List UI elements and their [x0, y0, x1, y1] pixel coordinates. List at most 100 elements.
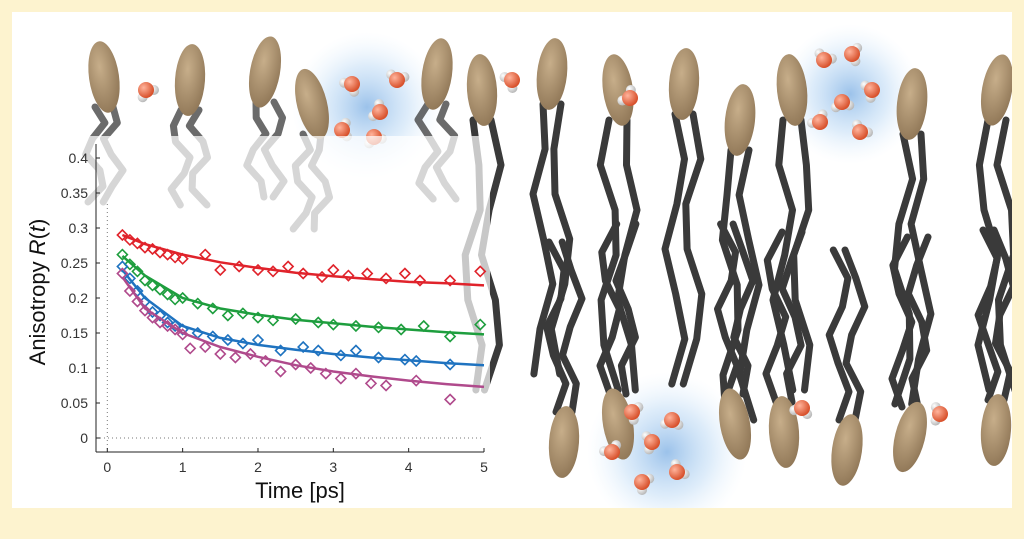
data-point-diamond: [281, 260, 295, 273]
data-point-diamond: [349, 319, 363, 333]
lipid-tail: [661, 110, 689, 388]
water-molecule: [659, 412, 684, 430]
water-molecule: [930, 402, 948, 426]
data-point-diamond: [244, 347, 257, 361]
data-point-diamond: [214, 347, 227, 361]
data-point-diamond: [153, 309, 167, 322]
water-molecule: [499, 72, 520, 93]
data-point-diamond: [191, 297, 204, 310]
data-point-diamond: [176, 252, 189, 265]
data-point-diamond: [443, 393, 457, 406]
water-molecule: [852, 119, 873, 140]
data-point-diamond: [229, 351, 242, 364]
data-point-diamond: [312, 344, 325, 357]
lipid-tail: [558, 238, 586, 416]
water-molecule: [789, 400, 813, 420]
lipid-headgroup: [548, 406, 580, 478]
data-point-diamond: [138, 304, 152, 317]
oxygen-atom: [644, 434, 660, 450]
lipid-tail: [769, 116, 797, 394]
oxygen-atom: [664, 412, 680, 428]
x-tick-label: 5: [480, 459, 488, 475]
lipid-tail: [974, 226, 1002, 404]
lipid-headgroup: [601, 388, 635, 460]
data-point-diamond: [315, 270, 329, 284]
lipid-tail: [547, 100, 574, 378]
data-point-diamond: [349, 344, 363, 357]
lipid-tail: [596, 116, 622, 394]
data-point-diamond: [176, 328, 189, 341]
data-point-diamond: [206, 330, 219, 343]
x-tick-label: 1: [179, 459, 187, 475]
water-glow: [780, 24, 920, 164]
oxygen-atom: [794, 400, 810, 416]
data-point-diamond: [131, 237, 144, 250]
data-point-diamond: [131, 295, 144, 308]
data-point-diamond: [116, 260, 129, 273]
data-point-diamond: [364, 377, 378, 390]
data-point-diamond: [176, 291, 189, 305]
lipid-headgroup: [602, 54, 634, 126]
data-point-diamond: [297, 340, 310, 354]
fit-curve: [121, 255, 485, 336]
y-tick-label: 0.15: [61, 325, 88, 341]
lipid-tail: [904, 233, 932, 411]
data-point-diamond: [349, 367, 363, 380]
data-point-diamond: [199, 248, 212, 261]
lipid-headgroup-layer: [88, 36, 1012, 486]
oxygen-atom: [372, 104, 388, 120]
data-point-diamond: [319, 367, 332, 380]
data-point-diamond: [146, 311, 159, 324]
water-molecule: [137, 82, 159, 103]
data-point-diamond: [116, 248, 129, 261]
data-point-diamond: [138, 274, 152, 287]
oxygen-atom: [604, 444, 620, 460]
oxygen-atom: [844, 46, 860, 62]
y-tick-label: 0: [80, 430, 88, 446]
data-point-diamond: [289, 358, 302, 371]
water-molecule-layer: [137, 42, 948, 495]
data-point-diamond: [123, 233, 137, 247]
data-point-diamond: [398, 353, 412, 366]
lipid-tail: [718, 146, 742, 424]
water-molecule: [807, 109, 828, 130]
lipid-tail: [825, 246, 853, 424]
data-point-diamond: [379, 379, 393, 392]
data-point-diamond: [161, 248, 174, 261]
data-series: [116, 248, 487, 343]
lipid-tail: [714, 220, 741, 398]
data-point-diamond: [168, 251, 182, 264]
data-point-diamond: [131, 265, 144, 278]
data-point-diamond: [327, 318, 340, 331]
data-point-diamond: [146, 242, 159, 256]
lipid-headgroup: [718, 388, 752, 460]
data-point-diamond: [184, 342, 197, 355]
data-point-diamond: [214, 263, 227, 277]
lipid-tail: [762, 228, 790, 406]
data-point-diamond: [236, 337, 250, 350]
water-molecule: [624, 402, 644, 425]
oxygen-atom: [504, 72, 520, 88]
data-point-diamond: [334, 349, 347, 362]
data-point-diamond: [413, 274, 427, 287]
water-molecule: [386, 69, 410, 88]
data-point-diamond: [394, 323, 408, 336]
oxygen-atom: [932, 406, 948, 422]
lipid-headgroup: [724, 84, 756, 156]
lipid-headgroup: [980, 54, 1012, 126]
data-series: [116, 267, 485, 406]
lipid-tail: [529, 100, 557, 378]
oxygen-atom: [334, 122, 350, 138]
data-point-diamond: [146, 279, 159, 292]
data-point-diamond: [327, 263, 340, 277]
data-point-diamond: [266, 314, 280, 327]
lipid-headgroup: [174, 44, 206, 116]
lipid-headgroup: [466, 54, 498, 126]
y-tick-label: 0.25: [61, 255, 88, 271]
data-point-diamond: [342, 269, 355, 282]
y-tick-label: 0.1: [69, 360, 89, 376]
water-molecule: [368, 99, 388, 122]
water-molecule: [634, 473, 655, 495]
data-point-diamond: [168, 323, 182, 336]
water-molecule: [599, 440, 622, 460]
